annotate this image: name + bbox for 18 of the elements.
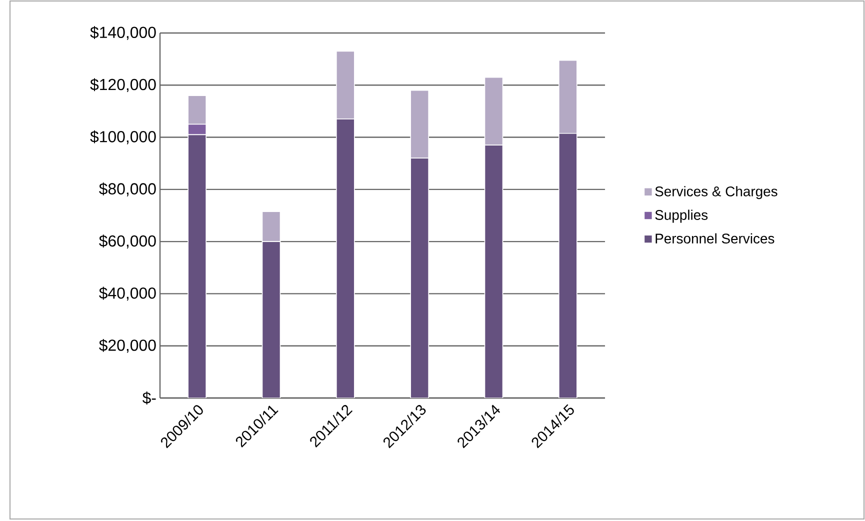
y-tick-label: $40,000 xyxy=(99,286,156,301)
bar xyxy=(336,118,355,398)
y-tick-label: $140,000 xyxy=(90,26,156,40)
bar xyxy=(484,144,504,398)
y-tick-label: $80,000 xyxy=(99,182,156,196)
y-tick-label: $120,000 xyxy=(90,78,156,92)
y-tick-label: $60,000 xyxy=(99,234,156,248)
legend-label: Personnel Services xyxy=(656,233,774,244)
bar xyxy=(188,134,206,398)
legend-label: Services & Charges xyxy=(655,186,778,200)
y-tick-label: $20,000 xyxy=(99,338,156,353)
bar xyxy=(262,211,281,242)
bar xyxy=(262,241,281,398)
bar xyxy=(558,132,578,398)
y-tick-label: $- xyxy=(142,392,156,404)
legend-label: Supplies xyxy=(655,210,708,223)
bar xyxy=(410,158,429,398)
y-tick-label: $100,000 xyxy=(90,130,156,144)
